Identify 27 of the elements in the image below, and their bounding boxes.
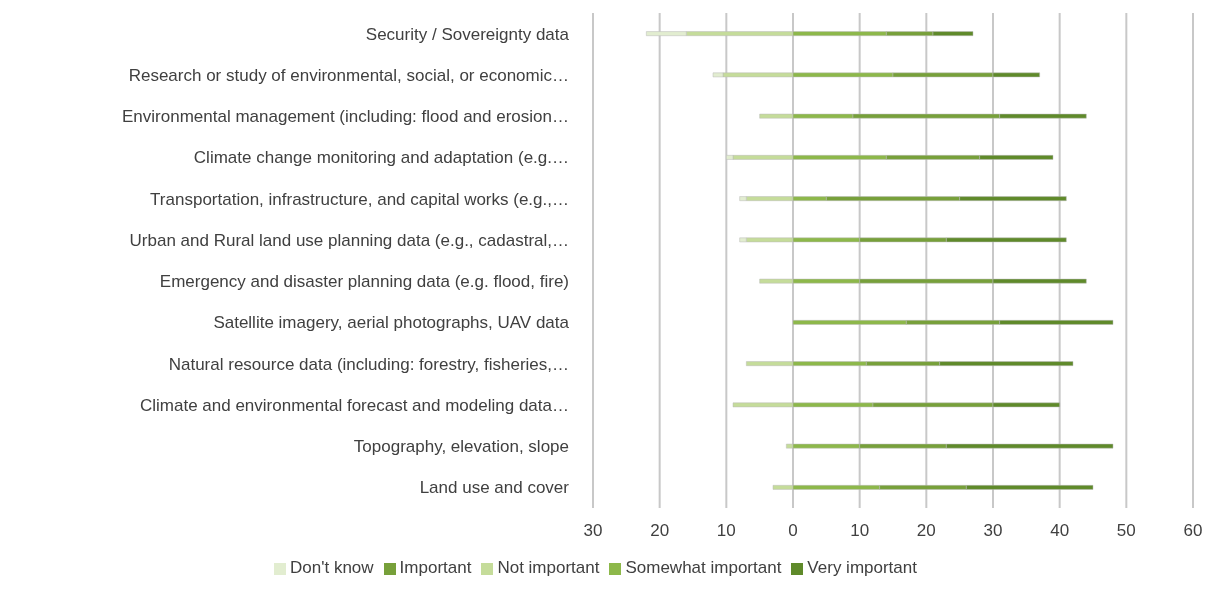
x-tick-label: 40 <box>1050 521 1070 541</box>
y-tick-label: Environmental management (including: flood and erosion… <box>122 107 569 127</box>
y-tick-label: Climate and environmental forecast and modeling data… <box>139 395 569 415</box>
y-tick-label: Research or study of environmental, social, or economic… <box>128 65 569 85</box>
y-tick-label: Urban and Rural land use planning data (e.g., cadastral,… <box>129 230 569 250</box>
x-tick-label: 10 <box>716 521 736 541</box>
y-tick-label: Satellite imagery, aerial photographs, UAV data <box>213 313 570 333</box>
y-tick-label: Climate change monitoring and adaptation (e.g.… <box>193 148 569 168</box>
x-tick-label: 60 <box>1183 521 1203 541</box>
x-tick-label: 10 <box>850 521 870 541</box>
y-tick-label: Transportation, infrastructure, and capital works (e.g.,… <box>150 189 569 209</box>
legend-label: Very important <box>807 558 917 577</box>
x-tick-label: 20 <box>650 521 670 541</box>
legend-label: Important <box>399 558 472 577</box>
y-tick-label: Land use and cover <box>419 478 570 498</box>
legend-label: Don't know <box>290 558 374 577</box>
x-tick-label: 30 <box>583 521 603 541</box>
y-tick-label: Topography, elevation, slope <box>353 437 569 457</box>
y-tick-label: Emergency and disaster planning data (e.g. flood, fire) <box>159 272 569 292</box>
legend-label: Not important <box>497 558 600 577</box>
y-tick-label: Natural resource data (including: forestry, fisheries,… <box>168 354 569 374</box>
x-tick-label: 30 <box>983 521 1003 541</box>
x-tick-label: 20 <box>916 521 936 541</box>
x-tick-label: 50 <box>1116 521 1136 541</box>
y-tick-label: Security / Sovereignty data <box>365 24 570 44</box>
x-tick-label: 0 <box>788 521 798 541</box>
legend-label: Somewhat important <box>625 558 782 577</box>
